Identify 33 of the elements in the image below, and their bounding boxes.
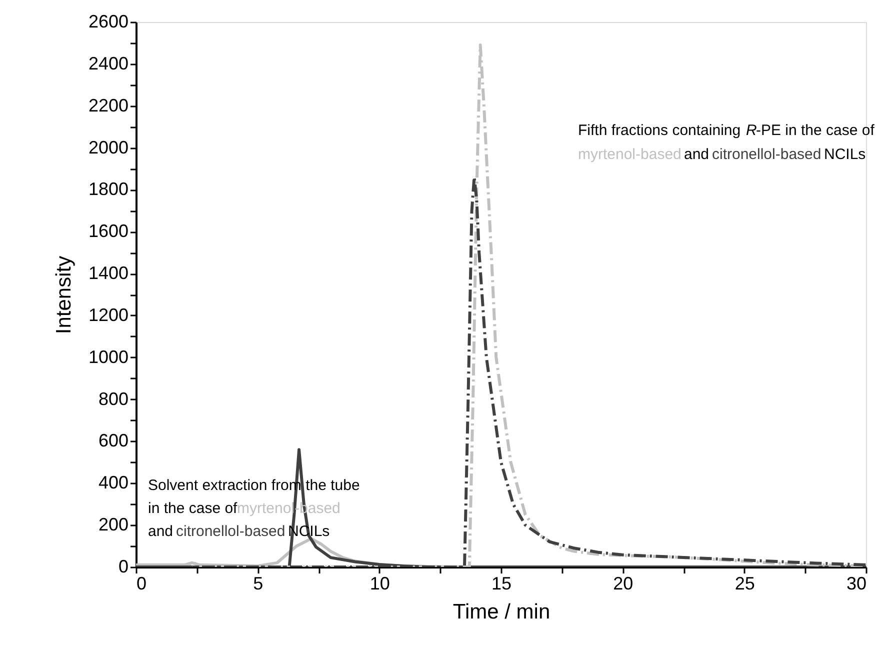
annotation: -PE in the case of <box>756 122 876 139</box>
x-tick-label: 10 <box>370 574 390 594</box>
annotation: in the case of <box>148 500 238 517</box>
annotation: NCILs <box>824 146 866 163</box>
y-tick-label: 2600 <box>88 12 128 32</box>
y-tick-label: 600 <box>98 430 128 451</box>
annotation: and <box>148 523 174 540</box>
y-axis-title: Intensity <box>52 255 76 334</box>
annotation: and <box>684 146 710 163</box>
x-axis-title: Time / min <box>452 600 550 624</box>
annotation: citronellol-based <box>176 523 286 540</box>
annotation: citronellol-based <box>712 146 822 163</box>
x-tick-label: 30 <box>846 574 866 594</box>
annotation: Fifth fractions containing <box>578 122 741 139</box>
y-tick-label: 1400 <box>88 263 128 284</box>
y-tick-label: 0 <box>118 556 128 576</box>
y-tick-label: 400 <box>98 472 128 493</box>
y-tick-label: 200 <box>98 514 128 535</box>
y-tick-label: 1200 <box>88 304 128 325</box>
annotation: R <box>746 122 757 139</box>
annotation: myrtenol-based <box>578 146 682 163</box>
x-tick-label: 15 <box>491 574 512 594</box>
x-tick-label: 20 <box>613 574 634 594</box>
y-tick-label: 800 <box>98 388 128 409</box>
y-tick-label: 1800 <box>88 179 128 200</box>
y-tick-label: 2200 <box>88 95 128 116</box>
x-tick-label: 25 <box>734 574 755 594</box>
y-tick-label: 1000 <box>88 346 128 367</box>
x-tick-label: 0 <box>136 574 147 594</box>
y-tick-label: 2400 <box>88 53 128 74</box>
y-tick-label: 1600 <box>88 221 128 242</box>
x-tick-label: 5 <box>253 574 264 594</box>
y-tick-label: 2000 <box>88 137 128 158</box>
